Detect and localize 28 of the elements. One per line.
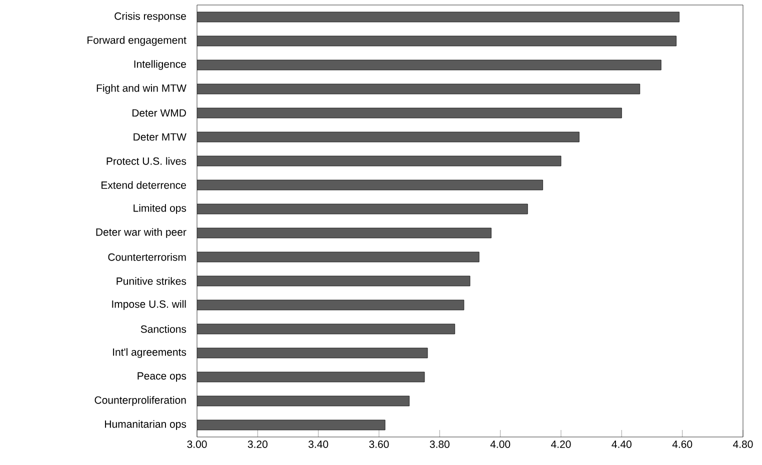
y-tick-label: Forward engagement xyxy=(88,36,186,46)
y-tick-label: Crisis response xyxy=(114,12,186,22)
x-tick-label: 4.20 xyxy=(551,440,571,448)
y-tick-label: Protect U.S. lives xyxy=(106,157,186,165)
x-tick-label: 3.20 xyxy=(248,440,268,448)
y-tick-label: Intelligence xyxy=(134,60,186,70)
y-tick-label: Deter MTW xyxy=(134,133,186,141)
x-tick-label: 4.00 xyxy=(490,440,510,448)
y-tick-label: Extend deterrence xyxy=(102,181,186,189)
y-tick-label: Sanctions xyxy=(140,325,186,333)
y-tick-label: Deter WMD xyxy=(132,109,186,117)
x-tick-label: 4.80 xyxy=(733,440,753,448)
x-tick-label: 3.80 xyxy=(430,440,450,448)
y-tick-label: Limited ops xyxy=(134,204,186,214)
x-tick-label: 4.60 xyxy=(672,440,692,448)
x-tick-label: 4.40 xyxy=(612,440,632,448)
x-tick-label: 3.40 xyxy=(308,440,328,448)
y-tick-label: Fight and win MTW xyxy=(96,84,186,94)
y-tick-label: Peace ops xyxy=(138,372,186,382)
y-tick-label: Punitive strikes xyxy=(116,277,186,285)
x-tick-label: 3.60 xyxy=(369,440,389,448)
y-tick-label: Impose U.S. will xyxy=(112,300,186,310)
y-tick-label: Int'l agreements xyxy=(113,348,186,358)
y-tick-label: Humanitarian ops xyxy=(105,420,186,430)
y-tick-label: Counterproliferation xyxy=(94,396,186,406)
y-tick-label: Counterterrorism xyxy=(108,253,186,261)
x-tick-label: 3.00 xyxy=(187,440,207,448)
y-tick-label: Deter war with peer xyxy=(96,228,186,238)
